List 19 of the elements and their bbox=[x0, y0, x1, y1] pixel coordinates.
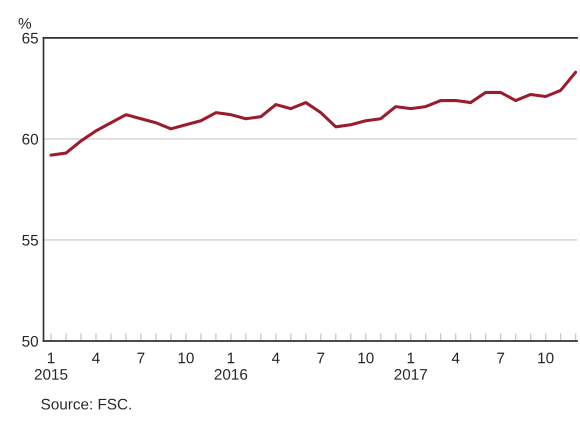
x-tick-label: 10 bbox=[178, 352, 194, 364]
y-tick-label: 50 bbox=[22, 336, 38, 347]
y-axis-title: % bbox=[18, 18, 32, 29]
y-tick-label: 55 bbox=[22, 234, 38, 246]
x-tick-label: 1 2015 bbox=[34, 352, 68, 380]
x-tick-label: 7 bbox=[317, 352, 324, 364]
x-tick-label: 1 2017 bbox=[394, 352, 427, 380]
x-tick-label: 10 bbox=[358, 352, 374, 364]
x-tick-label: 1 2016 bbox=[214, 352, 248, 380]
source-note: Source: FSC. bbox=[41, 398, 131, 410]
x-tick-label: 4 bbox=[92, 352, 100, 364]
x-tick-label: 4 bbox=[272, 352, 280, 364]
y-tick-label: 65 bbox=[22, 32, 38, 44]
x-tick-label: 10 bbox=[538, 352, 554, 364]
x-tick-label: 4 bbox=[452, 352, 460, 364]
x-tick-label: 7 bbox=[137, 352, 144, 364]
x-tick-label: 7 bbox=[497, 352, 504, 364]
y-tick-label: 60 bbox=[22, 134, 38, 145]
line-series bbox=[49, 70, 578, 157]
